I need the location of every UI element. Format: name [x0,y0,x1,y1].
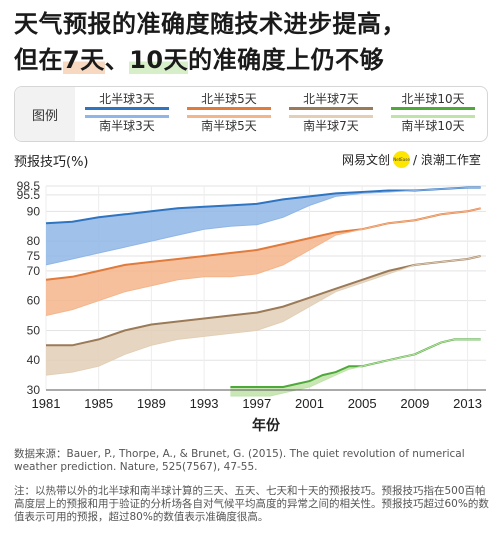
legend-item-label: 南半球10天 [401,119,465,133]
x-tick-label: 2001 [295,396,324,411]
legend-swatch [391,107,475,110]
band-南半球7天 [46,256,481,376]
legend-item-label: 北半球7天 [303,92,359,106]
legend-item-label: 南半球5天 [201,119,257,133]
page-title: 天气预报的准确度随技术进步提高， 但在7天、10天的准确度上仍不够 [14,6,494,78]
y-tick-label: 30 [27,383,41,397]
x-tick-label: 1993 [190,396,219,411]
legend-item-nh3: 北半球3天 [79,91,175,115]
title-highlight-7day: 7天 [63,46,105,74]
title-line-1: 天气预报的准确度随技术进步提高， [14,10,406,38]
legend-swatch [187,107,271,110]
legend-item-label: 北半球10天 [401,92,465,106]
y-axis-label: 预报技巧(%) [14,155,89,170]
legend-swatch [85,107,169,110]
y-tick-label: 50 [27,323,41,337]
brand-right: / 浪潮工作室 [413,153,481,167]
y-tick-label: 98.5 [17,179,41,193]
y-tick-label: 60 [27,294,41,308]
brand-dot-icon: NetEase [393,151,411,168]
title-highlight-10day: 10天 [129,46,189,74]
legend-swatch [85,115,169,118]
title-line-2-pre: 但在 [14,46,63,74]
legend-item-label: 南半球3天 [99,119,155,133]
line-北半球10天 [230,338,481,388]
x-tick-label: 1997 [242,396,271,411]
x-axis-label: 年份 [252,417,281,434]
legend-item-nh10: 北半球10天 [385,91,481,115]
brand-logo: 网易 文创 NetEase / 浪潮工作室 [342,151,481,168]
band-南半球5天 [46,208,481,316]
brand-mid: 文创 [366,153,391,167]
brand-left: 网易 [342,153,367,167]
title-line-2-post: 的准确度上仍不够 [188,46,385,74]
x-tick-label: 1981 [32,396,61,411]
line-南半球10天 [230,338,481,397]
title-line-2: 但在7天、10天的准确度上仍不够 [14,42,494,78]
legend-label: 图例 [15,87,75,141]
legend-swatch [391,115,475,118]
legend-item-label: 北半球3天 [99,92,155,106]
legend-item-sh3: 南半球3天 [79,115,175,139]
y-tick-label: 40 [27,353,41,367]
legend-item-nh5: 北半球5天 [181,91,277,115]
legend-item-label: 南半球7天 [303,119,359,133]
y-tick-label: 90 [27,204,41,218]
x-tick-label: 2013 [453,396,482,411]
y-tick-label: 75 [27,249,41,263]
legend-item-nh7: 北半球7天 [283,91,379,115]
x-tick-label: 1985 [84,396,113,411]
x-tick-label: 2005 [348,396,377,411]
line-南半球3天 [45,187,481,266]
legend-swatch [289,107,373,110]
source-text: 数据来源：Bauer, P., Thorpe, A., & Brunet, G.… [14,448,465,473]
x-tick-label: 2009 [400,396,429,411]
y-tick-label: 70 [27,264,41,278]
y-tick-label: 95.5 [17,188,41,202]
title-line-2-mid: 、 [104,46,130,74]
legend-swatch [289,115,373,118]
line-南半球5天 [45,207,481,316]
legend-item-sh10: 南半球10天 [385,115,481,139]
note-text: 注：以热带以外的北半球和南半球计算的三天、五天、七天和十天的预报技巧。预报技巧指… [14,485,489,523]
x-tick-label: 1989 [137,396,166,411]
y-tick-label: 80 [27,234,41,248]
legend-swatch [187,115,271,118]
legend: 图例 北半球3天 北半球5天 北半球7天 北半球10天 南半球3天 南半球5天 … [14,86,488,142]
legend-item-sh5: 南半球5天 [181,115,277,139]
legend-item-sh7: 南半球7天 [283,115,379,139]
legend-item-label: 北半球5天 [201,92,257,106]
line-南半球7天 [45,255,481,376]
